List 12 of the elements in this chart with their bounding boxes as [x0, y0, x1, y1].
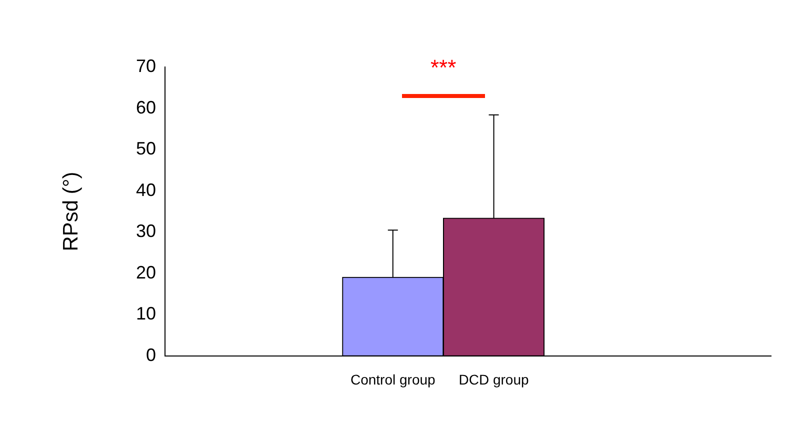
y-tick-label: 20 [136, 262, 156, 282]
y-tick-label: 40 [136, 180, 156, 200]
y-tick-label: 0 [146, 344, 156, 365]
y-tick-label: 10 [136, 304, 156, 324]
x-tick-label: Control group [350, 371, 436, 388]
y-tick-label: 70 [136, 56, 156, 76]
x-tick-label: DCD group [458, 371, 530, 388]
y-tick-label: 30 [136, 221, 156, 242]
y-tick-label: 50 [136, 138, 156, 159]
y-tick-label: 60 [136, 97, 156, 118]
annotation: *** [430, 55, 457, 80]
y-axis-title: RPsd (°) [59, 172, 82, 252]
